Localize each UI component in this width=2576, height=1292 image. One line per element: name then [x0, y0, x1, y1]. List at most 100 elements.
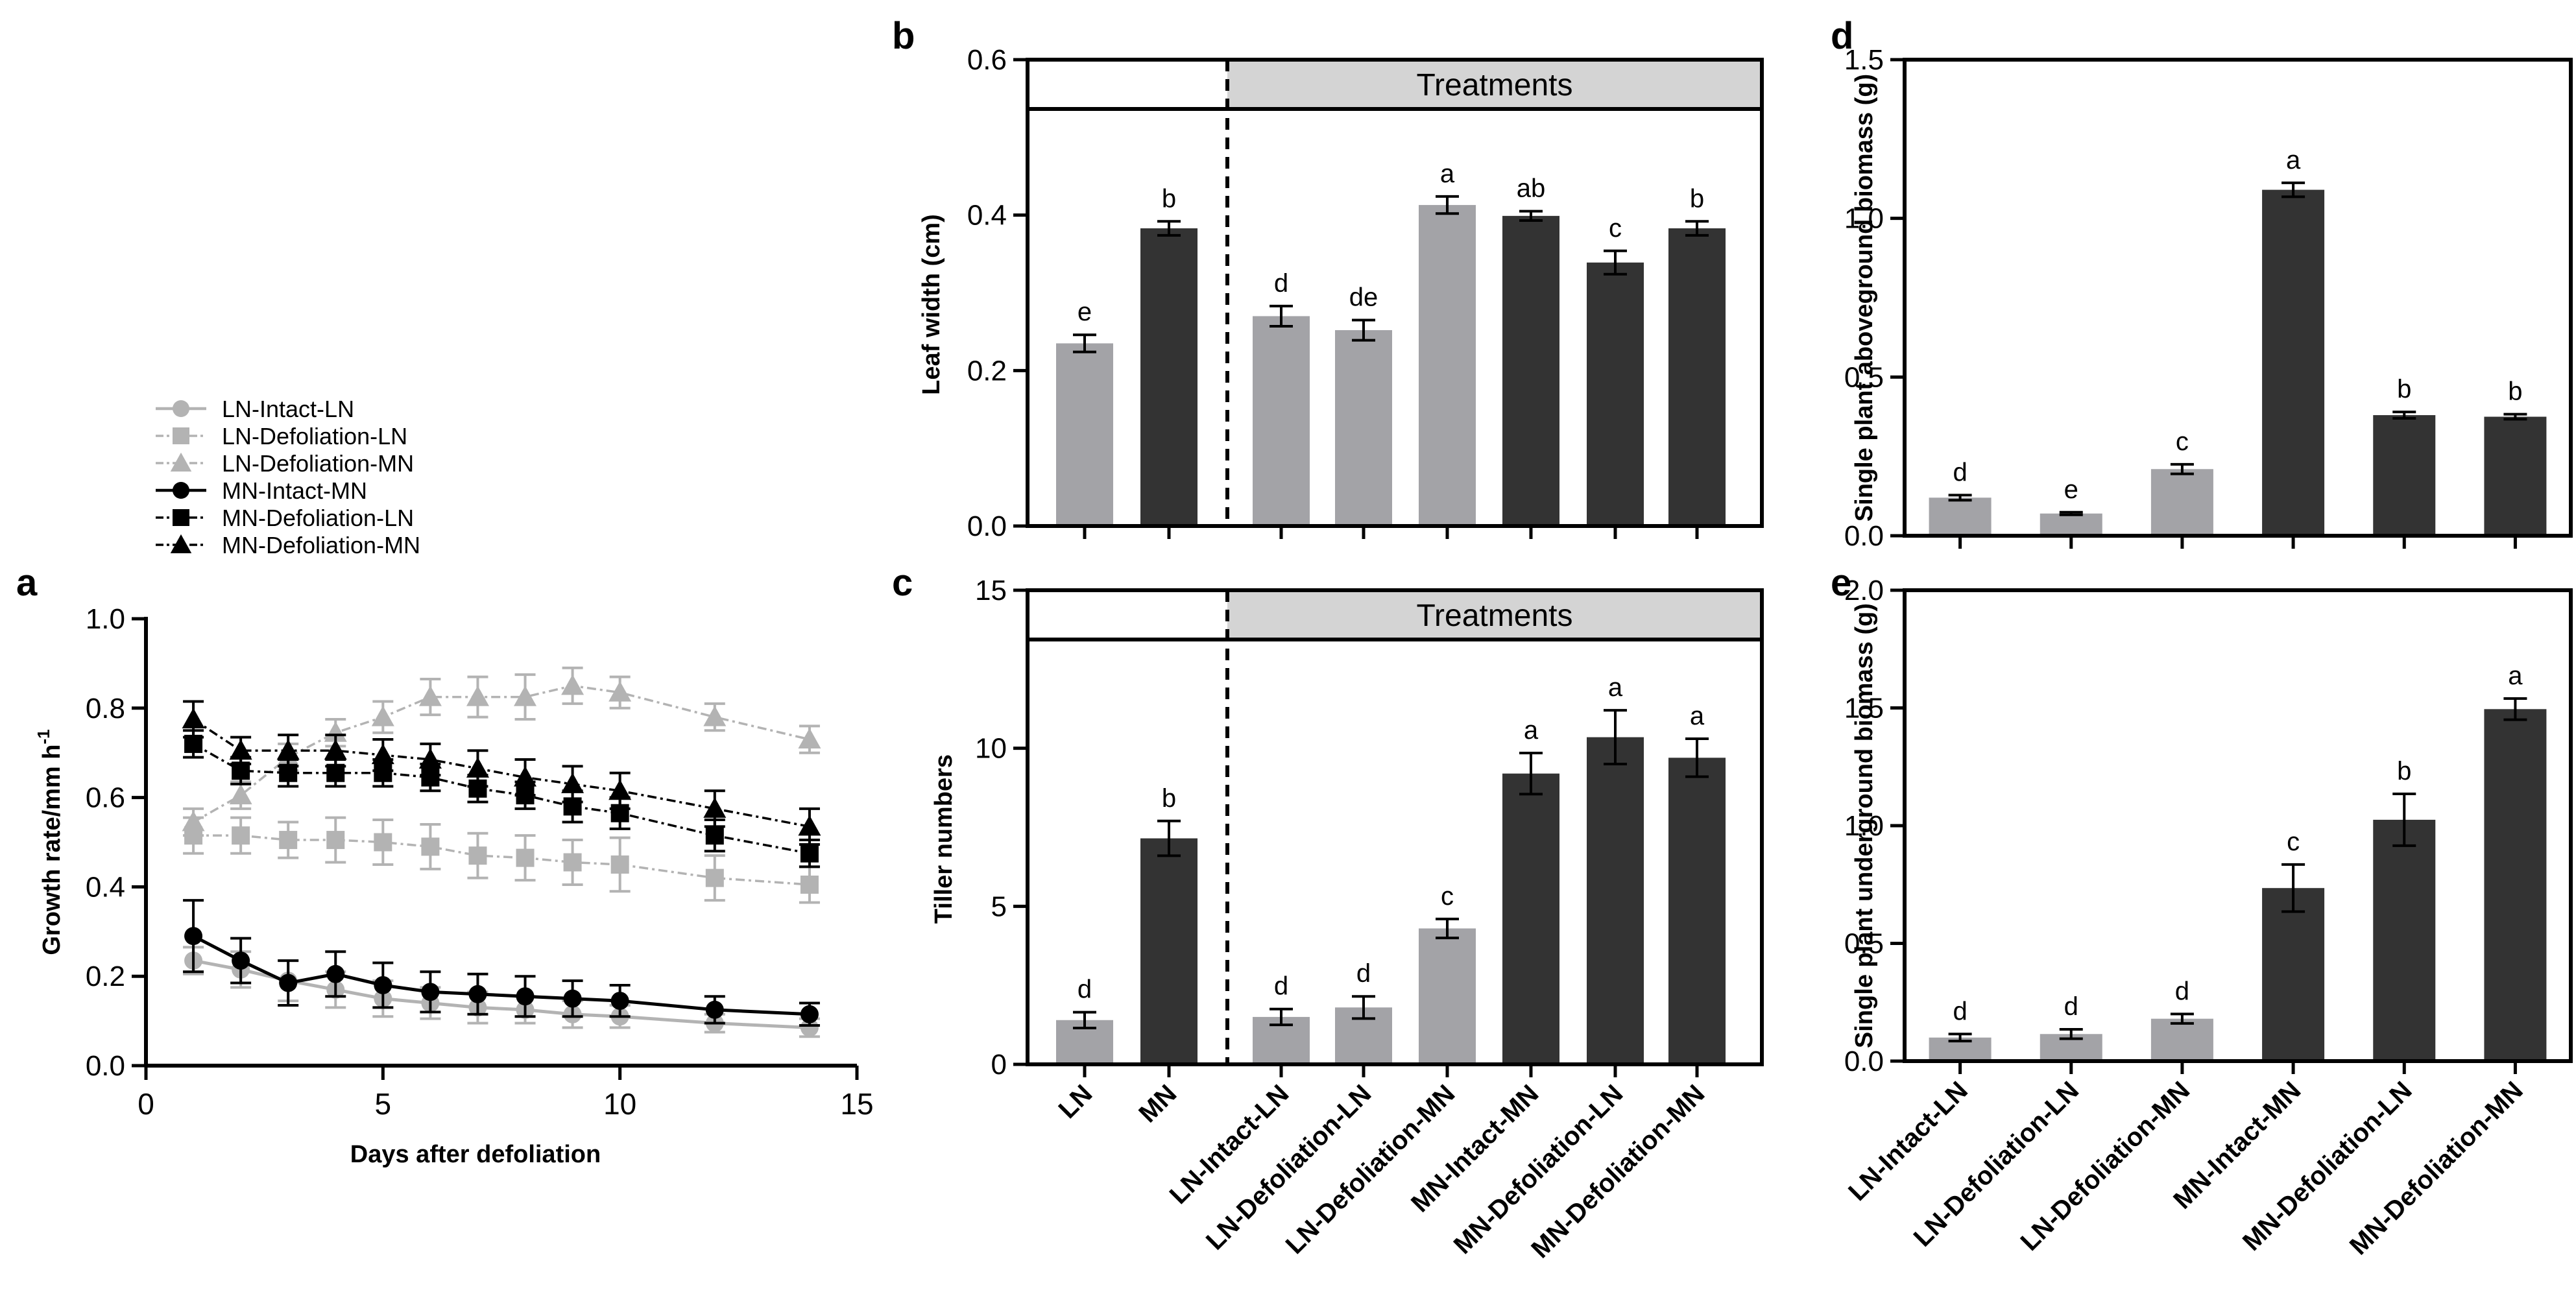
significance-letter: d [1953, 997, 1967, 1025]
bar [1668, 228, 1726, 526]
bar [1929, 497, 1992, 536]
panel-label: b [892, 15, 915, 57]
y-tick-label: 1.0 [1844, 810, 1884, 842]
y-tick-label: 0.6 [86, 782, 125, 814]
treatments-band [1227, 60, 1762, 109]
marker-square [468, 846, 487, 865]
significance-letter: b [2397, 375, 2411, 403]
marker-circle [800, 1018, 819, 1037]
x-tick-label: 10 [603, 1087, 636, 1121]
marker-circle [800, 1005, 819, 1023]
significance-letter: d [1274, 972, 1288, 1001]
y-axis-label: Leaf width (cm) [918, 214, 945, 395]
marker-square [563, 853, 582, 872]
bar [2150, 1018, 2213, 1061]
y-axis-label: Growth rate/mm h-1 [34, 729, 66, 955]
marker-circle [173, 482, 189, 499]
bar [2262, 189, 2325, 536]
y-tick-label: 0.2 [86, 961, 125, 992]
series-MN-Defoliation-LN [183, 729, 820, 868]
marker-circle [516, 987, 535, 1006]
y-axis-label-main: Growth rate/mm h [38, 744, 66, 955]
marker-circle [232, 951, 250, 970]
panel-a: a 0.0 0.2 0.4 0.6 0.8 1.0 0 5 10 15 Days after defo… [16, 396, 874, 1168]
series-line [193, 834, 810, 886]
marker-triangle [229, 739, 252, 760]
significance-letter: d [1274, 269, 1288, 298]
bar [1587, 262, 1644, 526]
bar [2373, 415, 2436, 536]
marker-circle [279, 974, 298, 992]
y-tick-label: 1.5 [1844, 44, 1884, 76]
bar [1335, 330, 1392, 526]
significance-letter: d [1077, 975, 1092, 1004]
series-line [193, 743, 810, 855]
marker-square [516, 848, 535, 867]
significance-letter: ab [1517, 174, 1546, 203]
marker-triangle [418, 748, 442, 769]
y-tick-label: 5 [991, 891, 1007, 922]
legend-label: LN-Intact-LN [222, 396, 354, 422]
y-tick-label: 0.0 [86, 1050, 125, 1082]
significance-letter: a [2508, 662, 2523, 690]
marker-square [326, 831, 345, 850]
plot-frame [1026, 58, 1764, 528]
marker-circle [173, 400, 189, 417]
y-tick-label: 0.0 [1844, 1046, 1884, 1077]
significance-letter: c [1441, 882, 1454, 911]
y-tick-label: 0.5 [1844, 361, 1884, 393]
marker-square [173, 427, 189, 444]
marker-triangle [608, 681, 632, 702]
marker-triangle [276, 739, 300, 760]
y-tick-label: 0.2 [967, 355, 1007, 387]
significance-letter: e [1077, 298, 1092, 326]
panel-label: d [1831, 15, 1853, 57]
bar [2484, 709, 2547, 1061]
bar [2484, 416, 2547, 536]
marker-square [705, 826, 724, 845]
y-tick-label: 2.0 [1844, 575, 1884, 606]
marker-triangle [371, 743, 394, 765]
marker-triangle [561, 772, 584, 793]
marker-square [705, 868, 724, 887]
y-tick-label: 0.0 [967, 510, 1007, 542]
marker-square [232, 826, 250, 845]
significance-letter: d [2175, 977, 2189, 1005]
panel-c: c Treatments d b d d c a a a 0 5 10 15 Tiller numbers L… [892, 562, 1764, 1263]
y-tick-label: 0.5 [1844, 928, 1884, 960]
series-line [193, 718, 810, 828]
x-tick-label: 0 [138, 1087, 154, 1121]
series-MN-Intact-MN [183, 899, 820, 1027]
marker-triangle [466, 686, 489, 706]
marker-triangle [466, 757, 489, 778]
series-LN-Defoliation-LN [183, 816, 820, 904]
x-tick-label: LN [1053, 1079, 1098, 1124]
panel-label: a [16, 562, 38, 604]
marker-circle [468, 985, 487, 1003]
significance-letter: b [1690, 184, 1704, 213]
y-tick-label: 1.0 [86, 603, 125, 635]
marker-triangle [703, 797, 727, 818]
marker-triangle [418, 686, 442, 706]
bar [2150, 469, 2213, 536]
marker-triangle [324, 721, 347, 742]
significance-letter: b [1162, 184, 1176, 213]
significance-letter: a [2286, 146, 2301, 174]
y-axis-label: Single plant underground biomass (g) [1851, 603, 1878, 1048]
significance-letter: c [2176, 427, 2189, 456]
legend-label: LN-Defoliation-LN [222, 423, 407, 449]
significance-letter: b [2397, 757, 2411, 785]
panel-label: c [892, 562, 913, 604]
legend-label: MN-Defoliation-LN [222, 505, 414, 531]
y-tick-label: 0.0 [1844, 520, 1884, 552]
marker-triangle [798, 815, 821, 836]
bar [1056, 343, 1113, 526]
y-tick-label: 0.8 [86, 693, 125, 724]
marker-triangle [324, 739, 347, 760]
marker-circle [374, 975, 392, 994]
y-axis-label-superscript: -1 [34, 729, 53, 744]
y-tick-label: 10 [975, 733, 1007, 765]
bar [1668, 758, 1726, 1064]
